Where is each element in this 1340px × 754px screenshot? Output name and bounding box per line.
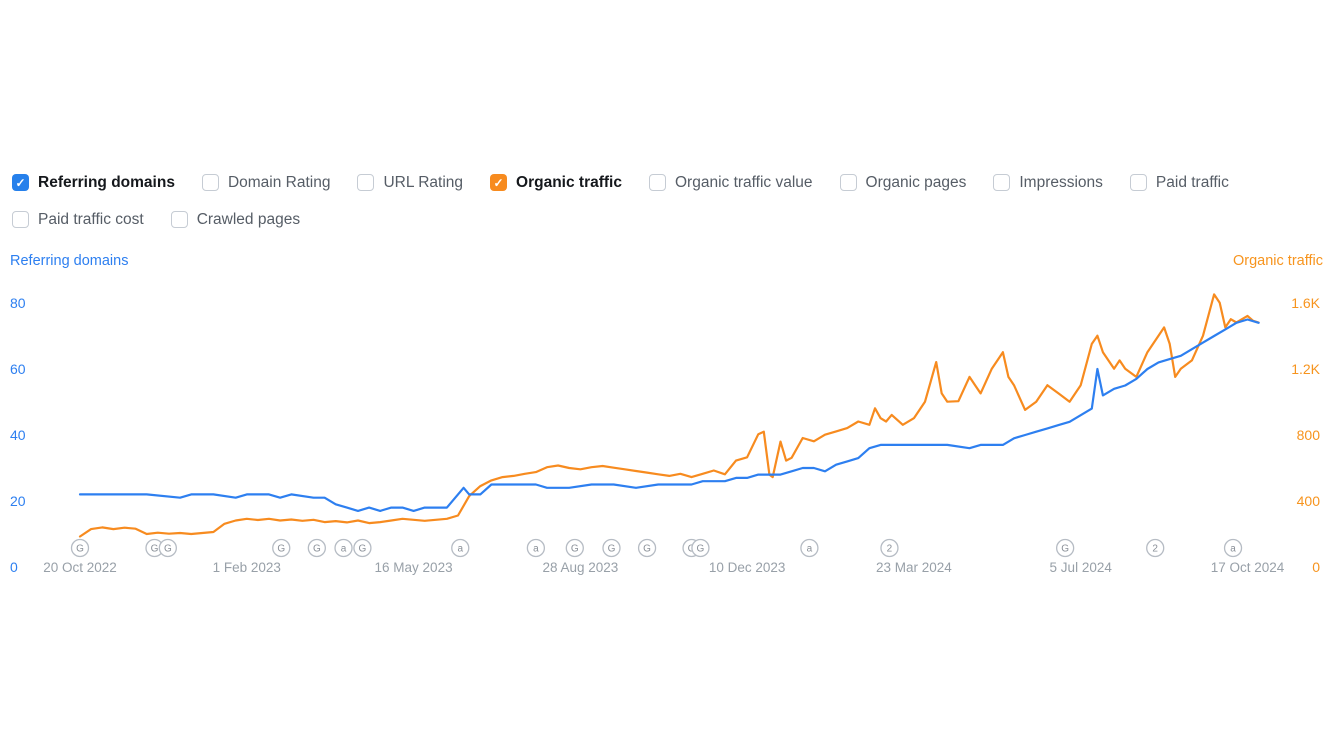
event-marker-icon[interactable]: [334, 538, 353, 558]
checked-checkbox-icon: ✓: [490, 174, 508, 191]
event-marker-icon[interactable]: [691, 538, 710, 558]
right-axis-tick-label: 1.2K: [1291, 361, 1320, 377]
unchecked-checkbox-icon: [170, 211, 188, 228]
event-marker-label: 2: [1152, 544, 1158, 555]
series-line-referring-domains[interactable]: [78, 318, 1260, 512]
left-axis-title: Referring domains: [10, 253, 129, 269]
checkbox-label: Domain Rating: [227, 173, 331, 191]
x-axis-date-label: 10 Dec 2023: [709, 560, 786, 575]
event-marker-icon[interactable]: [70, 538, 90, 558]
event-marker-label: a: [341, 544, 347, 555]
event-marker-icon[interactable]: [158, 538, 177, 558]
checkbox-label: Impressions: [1019, 173, 1103, 191]
event-marker-icon[interactable]: [526, 538, 546, 558]
unchecked-checkbox-icon: [201, 174, 219, 191]
checkbox-crawled-pages[interactable]: Crawled pages: [170, 207, 301, 232]
event-marker-label: 2: [887, 544, 893, 555]
checked-checkbox-icon: ✓: [12, 174, 29, 191]
event-marker-label: G: [76, 544, 84, 555]
event-marker-label: G: [164, 544, 172, 555]
event-marker-label: a: [457, 544, 463, 555]
unchecked-checkbox-icon: [648, 174, 666, 191]
event-marker-icon[interactable]: [800, 538, 819, 558]
unchecked-checkbox-icon: [993, 174, 1011, 191]
right-axis-title: Organic traffic: [1233, 253, 1323, 269]
unchecked-checkbox-icon: [357, 174, 375, 191]
event-marker-icon[interactable]: [602, 538, 621, 558]
x-axis-date-label: 17 Oct 2024: [1211, 560, 1285, 575]
checkbox-domain-rating[interactable]: Domain Rating: [201, 170, 331, 195]
x-axis-date-label: 28 Aug 2023: [542, 560, 618, 575]
unchecked-checkbox-icon: [839, 174, 857, 191]
event-marker-icon[interactable]: [353, 538, 372, 558]
checkbox-label: Referring domains: [38, 173, 175, 191]
checkbox-label: Paid traffic: [1155, 173, 1229, 191]
right-axis-tick-label: 800: [1297, 427, 1321, 443]
checkbox-label: Organic traffic value: [674, 173, 813, 191]
metric-checkbox-toolbar: ✓ Referring domains Domain Rating URL Ratin…: [12, 170, 1318, 232]
right-axis-tick-label: 400: [1297, 493, 1321, 509]
event-marker-label: a: [533, 544, 539, 555]
checkbox-label: Paid traffic cost: [38, 210, 144, 228]
event-marker-label: G: [571, 544, 579, 555]
x-axis-date-label: 23 Mar 2024: [876, 560, 952, 575]
event-marker-icon[interactable]: [1146, 538, 1165, 558]
checkbox-organic-traffic[interactable]: ✓ Organic traffic: [490, 170, 622, 195]
left-axis-tick-label: 60: [10, 361, 26, 377]
event-marker-icon[interactable]: [451, 538, 470, 558]
event-marker-label: G: [359, 544, 367, 555]
event-marker-label: a: [1230, 544, 1236, 555]
event-marker-icon[interactable]: [272, 538, 291, 558]
checkbox-organic-traffic-value[interactable]: Organic traffic value: [648, 170, 813, 195]
event-marker-label: G: [697, 544, 705, 555]
event-marker-label: G: [643, 544, 651, 555]
event-marker-icon[interactable]: [307, 538, 326, 558]
event-marker-label: G: [277, 544, 285, 555]
event-marker-label: G: [313, 544, 321, 555]
event-marker-label: a: [807, 544, 813, 555]
checkbox-impressions[interactable]: Impressions: [993, 170, 1103, 195]
event-marker-icon[interactable]: [1223, 538, 1243, 558]
event-marker-icon[interactable]: [565, 538, 584, 558]
left-axis-tick-label: 20: [10, 493, 26, 509]
x-axis-date-label: 16 May 2023: [375, 560, 453, 575]
event-marker-icon[interactable]: [637, 538, 657, 558]
checkbox-paid-traffic-cost[interactable]: Paid traffic cost: [12, 207, 144, 232]
checkbox-referring-domains[interactable]: ✓ Referring domains: [12, 170, 175, 195]
checkbox-label: URL Rating: [383, 173, 464, 191]
series-line-organic-traffic[interactable]: [78, 293, 1260, 538]
checkbox-paid-traffic[interactable]: Paid traffic: [1129, 170, 1229, 195]
unchecked-checkbox-icon: [12, 211, 29, 228]
x-axis-date-label: 20 Oct 2022: [43, 560, 117, 575]
event-marker-label: G: [151, 544, 159, 555]
left-axis-tick-label: 40: [10, 427, 26, 443]
left-axis-tick-label: 80: [10, 295, 26, 311]
checkbox-label: Organic pages: [865, 173, 967, 191]
checkbox-url-rating[interactable]: URL Rating: [357, 170, 463, 195]
event-marker-label: G: [1061, 544, 1069, 555]
right-axis-tick-label: 1.6K: [1291, 295, 1320, 311]
unchecked-checkbox-icon: [1129, 174, 1147, 191]
checkbox-organic-pages[interactable]: Organic pages: [839, 170, 967, 195]
right-axis-tick-label: 0: [1312, 559, 1320, 575]
left-axis-tick-label: 0: [10, 559, 18, 575]
traffic-history-chart[interactable]: 0 20 40 60 80 0 400 800 1.2K 1.6K 20 Oct 2022 1 Feb…: [0, 270, 1340, 582]
event-marker-icon[interactable]: [1055, 538, 1075, 558]
checkbox-label: Crawled pages: [196, 210, 301, 228]
checkbox-label: Organic traffic: [516, 173, 622, 191]
event-marker-label: G: [608, 544, 616, 555]
x-axis-date-label: 5 Jul 2024: [1050, 560, 1113, 575]
event-marker-icon[interactable]: [880, 538, 899, 558]
x-axis-date-label: 1 Feb 2023: [213, 560, 281, 575]
